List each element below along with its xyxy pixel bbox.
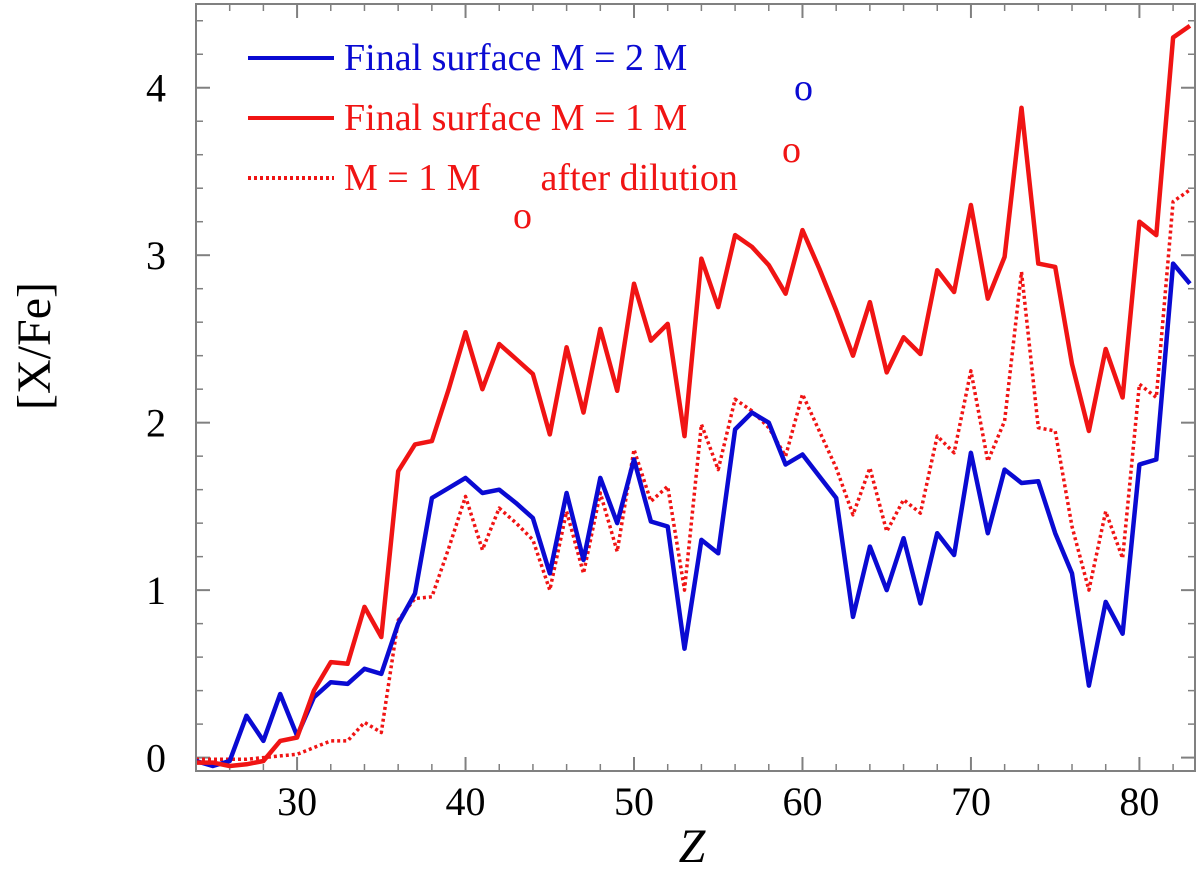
y-tick-label-2: 2 [146,401,166,446]
legend-sup-1msun: o [782,129,801,171]
y-tick-label-1: 1 [146,568,166,613]
y-tick-label-4: 4 [146,66,166,111]
x-tick-label-60: 60 [782,779,822,824]
x-tick-label-40: 40 [446,779,486,824]
legend-label-diluted-b: after dilution [531,157,738,199]
legend-sub-diluted: o [513,195,532,237]
x-tick-label-50: 50 [614,779,654,824]
x-tick-label-30: 30 [277,779,317,824]
series-1msun-line [196,23,1192,769]
y-tick-label-3: 3 [146,233,166,278]
x-tick-label-70: 70 [951,779,991,824]
y-tick-label-0: 0 [146,736,166,781]
series-1msun-diluted-line [196,188,1191,762]
legend-sup-2msun: o [794,67,813,109]
series-2msun-line [196,261,1192,769]
plot-frame [195,3,1196,772]
y-axis-label: [X/Fe] [8,282,61,410]
tick-labels: 30 40 50 60 70 80 0 1 2 3 4 [146,66,1159,824]
x-tick-label-80: 80 [1119,779,1159,824]
legend: Final surface M = 2 M o Final surface M … [248,37,813,237]
axis-ticks [196,4,1195,771]
x-axis-label: Z [679,820,707,873]
legend-label-diluted-a: M = 1 M [344,157,481,199]
series-layer [196,23,1192,769]
legend-label-1msun: Final surface M = 1 M [344,97,687,139]
legend-label-2msun: Final surface M = 2 M [344,37,687,79]
